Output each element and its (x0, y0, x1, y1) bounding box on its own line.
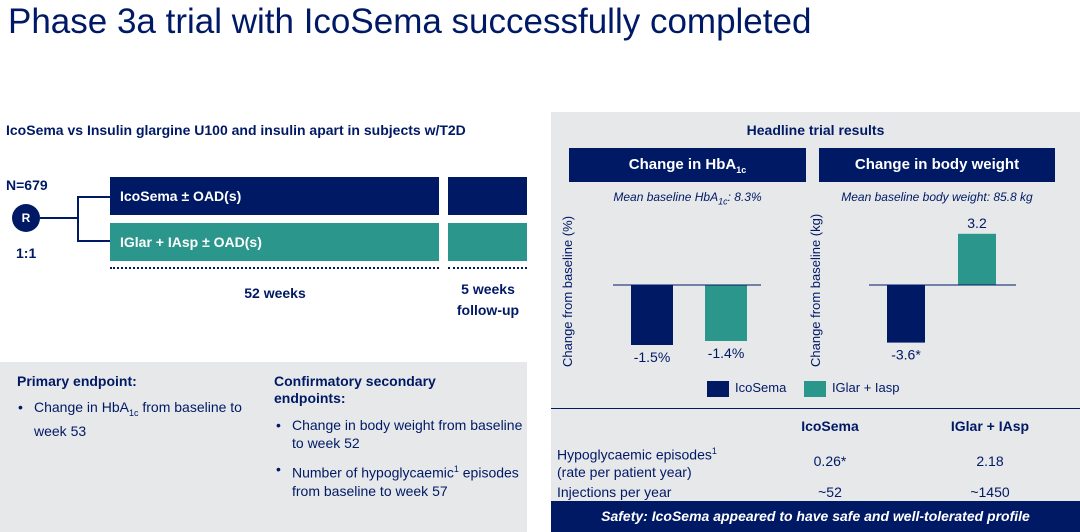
bar-weight-iglar (958, 233, 996, 285)
icosema-arm-bar: IcoSema ± OAD(s) (110, 177, 439, 215)
table-row-hypo-label: Hypoglycaemic episodes1 (rate per patien… (557, 446, 717, 480)
page-title: Phase 3a trial with IcoSema successfully… (8, 2, 812, 41)
legend-item-icosema: IcoSema (707, 380, 786, 397)
data-label-weight-icosema: -3.6* (891, 347, 921, 363)
iglar-followup-bar (448, 223, 527, 261)
weight-baseline-note: Mean baseline body weight: 85.8 kg (841, 190, 1033, 204)
legend-item-iglar: IGlar + Iasp (803, 380, 900, 397)
randomisation-ratio: 1:1 (16, 245, 37, 261)
table-header-icosema: IcoSema (801, 418, 859, 434)
trial-design-heading: IcoSema vs Insulin glargine U100 and ins… (6, 122, 466, 138)
results-bar-charts: -1.5% -1.4% -3.6* 3.2 (613, 215, 1016, 365)
safety-statement: Safety: IcoSema appeared to have safe an… (551, 501, 1080, 532)
followup-period-dotted-line (448, 267, 527, 269)
primary-endpoint-list: Change in HbA1c from baseline to week 53 (16, 398, 261, 448)
bar-hba1c-icosema (631, 285, 673, 345)
iglar-arm-bar: IGlar + IAsp ± OAD(s) (110, 223, 439, 261)
data-label-weight-iglar: 3.2 (967, 215, 987, 231)
bar-weight-icosema (887, 285, 925, 343)
headline-results-panel: Headline trial results Change in HbA1c C… (551, 112, 1080, 532)
list-item: Number of hypoglycaemic1 episodes from b… (274, 460, 524, 500)
connector-line (77, 196, 111, 198)
randomisation-icon: R (12, 204, 40, 232)
sample-size-label: N=679 (6, 177, 48, 193)
bar-hba1c-iglar (705, 285, 747, 341)
chart-legend: IcoSema IGlar + Iasp (707, 380, 914, 397)
secondary-endpoint-heading: Confirmatory secondary endpoints: (274, 373, 436, 406)
list-item: Change in body weight from baseline to w… (274, 416, 524, 452)
table-cell-hypo-icosema: 0.26* (813, 453, 847, 469)
data-label-hba1c-icosema: -1.5% (634, 349, 671, 365)
results-divider (551, 408, 1080, 409)
endpoints-panel: Primary endpoint: Change in HbA1c from b… (0, 362, 527, 532)
legend-swatch-icosema (707, 380, 729, 397)
table-header-iglar: IGlar + IAsp (950, 418, 1030, 434)
primary-endpoint-heading: Primary endpoint: (17, 373, 137, 389)
connector-line (77, 240, 111, 242)
data-label-hba1c-iglar: -1.4% (708, 345, 745, 361)
connector-line (40, 217, 78, 219)
hba1c-baseline-note: Mean baseline HbA1c: 8.3% (613, 190, 762, 207)
list-item: Change in HbA1c from baseline to week 53 (16, 398, 261, 440)
weight-chart-header: Change in body weight (819, 148, 1055, 182)
results-heading: Headline trial results (746, 122, 885, 138)
table-cell-hypo-iglar: 2.18 (976, 453, 1004, 469)
followup-period-label: 5 weeks follow-up (438, 279, 538, 321)
icosema-followup-bar (448, 177, 527, 215)
connector-line (77, 196, 79, 242)
followup-line2: follow-up (456, 302, 520, 318)
table-cell-injections-icosema: ~52 (818, 484, 842, 500)
legend-swatch-iglar (803, 380, 826, 397)
secondary-endpoint-list: Change in body weight from baseline to w… (274, 416, 524, 508)
followup-line1: 5 weeks (461, 281, 515, 297)
table-row-injections-label: Injections per year (557, 484, 672, 500)
table-cell-injections-iglar: ~1450 (970, 484, 1010, 500)
treatment-period-dotted-line (110, 267, 439, 269)
treatment-period-label: 52 weeks (244, 285, 306, 301)
hba1c-chart-header: Change in HbA1c (569, 148, 806, 182)
